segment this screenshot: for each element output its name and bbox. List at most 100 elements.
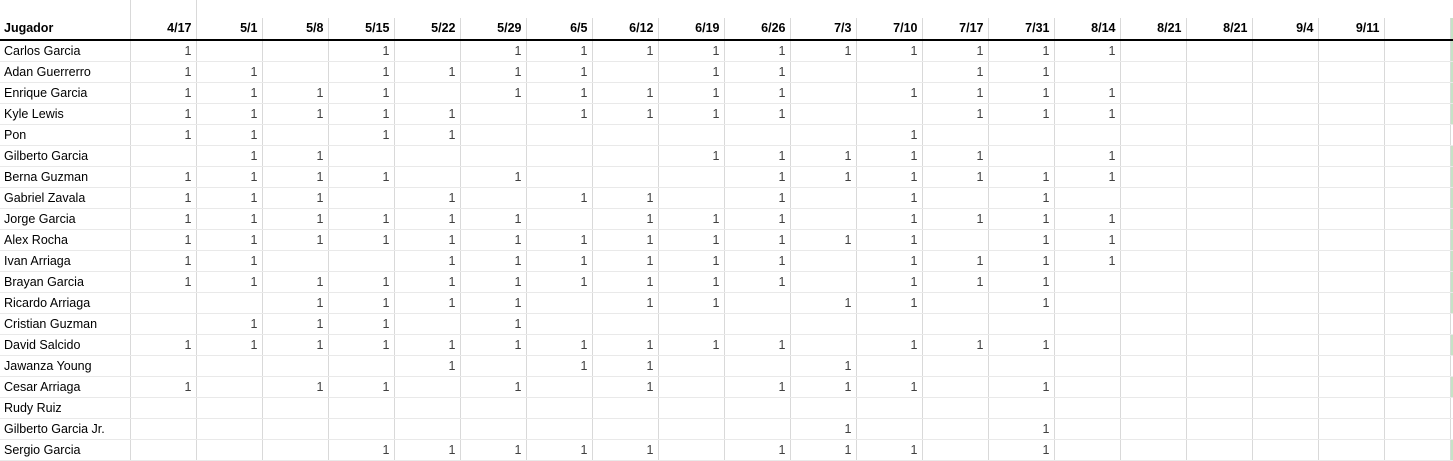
total-cell[interactable]: 9 xyxy=(1450,376,1453,398)
player-name-cell[interactable]: David Salcido xyxy=(0,334,131,356)
attendance-empty-cell[interactable] xyxy=(196,292,263,314)
attendance-mark-cell[interactable]: 1 xyxy=(526,439,593,461)
player-name-cell[interactable]: Rudy Ruiz xyxy=(0,397,131,419)
attendance-empty-cell[interactable] xyxy=(922,355,989,377)
attendance-mark-cell[interactable]: 1 xyxy=(328,334,395,356)
attendance-empty-cell[interactable] xyxy=(1318,397,1385,419)
attendance-mark-cell[interactable]: 1 xyxy=(658,61,725,83)
attendance-mark-cell[interactable]: 1 xyxy=(724,250,791,272)
column-header-date[interactable]: 5/29 xyxy=(460,18,527,41)
attendance-empty-cell[interactable] xyxy=(1186,208,1253,230)
attendance-empty-cell[interactable] xyxy=(394,166,461,188)
attendance-empty-cell[interactable] xyxy=(1054,397,1121,419)
table-row[interactable]: Brayan Garcia111111111111113 xyxy=(0,271,1453,293)
attendance-empty-cell[interactable] xyxy=(130,439,197,461)
attendance-mark-cell[interactable]: 1 xyxy=(658,229,725,251)
attendance-mark-cell[interactable]: 1 xyxy=(262,313,329,335)
attendance-empty-cell[interactable] xyxy=(1120,418,1187,440)
column-header-date[interactable]: 6/26 xyxy=(724,18,791,41)
attendance-mark-cell[interactable]: 1 xyxy=(592,40,659,62)
player-name-cell[interactable]: Cesar Arriaga xyxy=(0,376,131,398)
table-row[interactable]: Gilberto Garcia Jr. 1 1 2 xyxy=(0,418,1453,440)
attendance-empty-cell[interactable] xyxy=(1054,376,1121,398)
attendance-empty-cell[interactable] xyxy=(1120,124,1187,146)
attendance-empty-cell[interactable] xyxy=(1252,61,1319,83)
attendance-empty-cell[interactable] xyxy=(790,103,857,125)
attendance-empty-cell[interactable] xyxy=(988,124,1055,146)
attendance-mark-cell[interactable]: 1 xyxy=(196,61,263,83)
attendance-mark-cell[interactable]: 1 xyxy=(922,334,989,356)
total-cell[interactable]: 12 xyxy=(1450,250,1453,272)
attendance-empty-cell[interactable] xyxy=(1054,418,1121,440)
attendance-mark-cell[interactable]: 1 xyxy=(988,271,1055,293)
attendance-empty-cell[interactable] xyxy=(1252,145,1319,167)
attendance-mark-cell[interactable]: 1 xyxy=(658,40,725,62)
attendance-mark-cell[interactable]: 1 xyxy=(658,103,725,125)
attendance-empty-cell[interactable] xyxy=(1318,145,1385,167)
attendance-empty-cell[interactable] xyxy=(1252,397,1319,419)
attendance-empty-cell[interactable] xyxy=(856,61,923,83)
total-cell[interactable]: 14 xyxy=(1450,229,1453,251)
attendance-mark-cell[interactable]: 1 xyxy=(262,229,329,251)
attendance-empty-cell[interactable] xyxy=(1186,82,1253,104)
total-cell[interactable]: 13 xyxy=(1450,334,1453,356)
attendance-empty-cell[interactable] xyxy=(922,439,989,461)
attendance-mark-cell[interactable]: 1 xyxy=(856,187,923,209)
attendance-empty-cell[interactable] xyxy=(988,313,1055,335)
attendance-empty-cell[interactable] xyxy=(526,292,593,314)
table-row[interactable]: Kyle Lewis11111111111112 xyxy=(0,103,1453,125)
attendance-mark-cell[interactable]: 1 xyxy=(526,229,593,251)
attendance-mark-cell[interactable]: 1 xyxy=(1054,103,1121,125)
player-name-cell[interactable]: Kyle Lewis xyxy=(0,103,131,125)
attendance-mark-cell[interactable]: 1 xyxy=(856,334,923,356)
table-row[interactable]: Ivan Arriaga11111111111112 xyxy=(0,250,1453,272)
attendance-empty-cell[interactable] xyxy=(1252,334,1319,356)
attendance-empty-cell[interactable] xyxy=(592,418,659,440)
attendance-empty-cell[interactable] xyxy=(790,313,857,335)
attendance-mark-cell[interactable]: 1 xyxy=(790,292,857,314)
attendance-empty-cell[interactable] xyxy=(658,355,725,377)
attendance-mark-cell[interactable]: 1 xyxy=(658,271,725,293)
attendance-empty-cell[interactable] xyxy=(1186,418,1253,440)
attendance-empty-cell[interactable] xyxy=(1120,292,1187,314)
attendance-mark-cell[interactable]: 1 xyxy=(460,61,527,83)
attendance-mark-cell[interactable]: 1 xyxy=(460,313,527,335)
total-cell[interactable]: 4 xyxy=(1450,355,1453,377)
column-header-date[interactable]: 6/19 xyxy=(658,18,725,41)
attendance-empty-cell[interactable] xyxy=(856,355,923,377)
attendance-mark-cell[interactable]: 1 xyxy=(724,271,791,293)
spacer-cell[interactable] xyxy=(1252,0,1318,18)
attendance-mark-cell[interactable]: 1 xyxy=(988,250,1055,272)
attendance-mark-cell[interactable]: 1 xyxy=(328,229,395,251)
attendance-mark-cell[interactable]: 1 xyxy=(394,124,461,146)
player-name-cell[interactable]: Sergio Garcia xyxy=(0,439,131,461)
attendance-empty-cell[interactable] xyxy=(1120,82,1187,104)
attendance-mark-cell[interactable]: 1 xyxy=(394,439,461,461)
attendance-empty-cell[interactable] xyxy=(130,355,197,377)
attendance-empty-cell[interactable] xyxy=(328,355,395,377)
attendance-empty-cell[interactable] xyxy=(262,61,329,83)
attendance-mark-cell[interactable]: 1 xyxy=(790,439,857,461)
attendance-mark-cell[interactable]: 1 xyxy=(196,82,263,104)
attendance-mark-cell[interactable]: 1 xyxy=(988,292,1055,314)
attendance-mark-cell[interactable]: 1 xyxy=(262,292,329,314)
attendance-mark-cell[interactable]: 1 xyxy=(460,229,527,251)
attendance-empty-cell[interactable] xyxy=(658,313,725,335)
attendance-empty-cell[interactable] xyxy=(1318,418,1385,440)
attendance-empty-cell[interactable] xyxy=(658,376,725,398)
attendance-empty-cell[interactable] xyxy=(724,355,791,377)
attendance-mark-cell[interactable]: 1 xyxy=(988,418,1055,440)
attendance-empty-cell[interactable] xyxy=(1186,40,1253,62)
blank-cell[interactable] xyxy=(1384,334,1451,356)
attendance-empty-cell[interactable] xyxy=(196,355,263,377)
attendance-empty-cell[interactable] xyxy=(262,418,329,440)
attendance-empty-cell[interactable] xyxy=(526,376,593,398)
attendance-mark-cell[interactable]: 1 xyxy=(856,166,923,188)
attendance-mark-cell[interactable]: 1 xyxy=(196,334,263,356)
attendance-empty-cell[interactable] xyxy=(1054,292,1121,314)
blank-cell[interactable] xyxy=(1384,250,1451,272)
attendance-empty-cell[interactable] xyxy=(130,313,197,335)
attendance-empty-cell[interactable] xyxy=(658,397,725,419)
attendance-empty-cell[interactable] xyxy=(724,418,791,440)
attendance-empty-cell[interactable] xyxy=(1186,103,1253,125)
